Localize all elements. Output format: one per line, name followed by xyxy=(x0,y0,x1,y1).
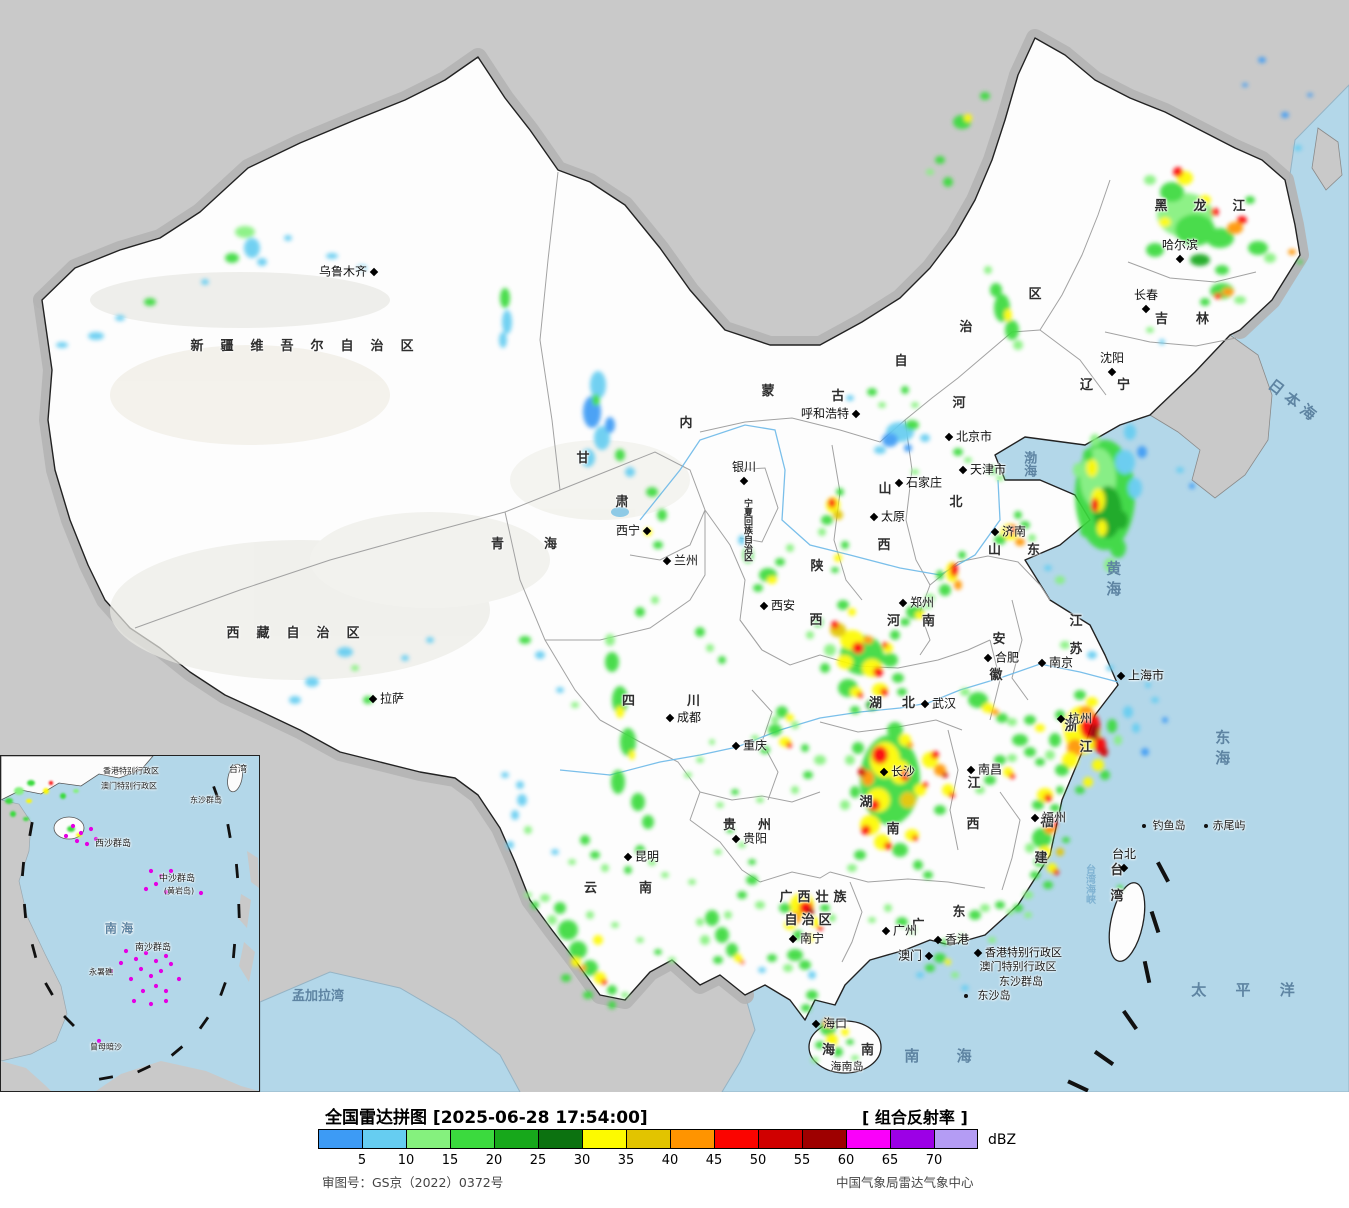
colorbar-cell xyxy=(890,1129,934,1149)
tick-label: 35 xyxy=(617,1153,635,1168)
inset-map-south-china-sea: 香港特别行政区 澳门特别行政区 台湾东沙群岛西沙群岛中沙群岛 (黄岩岛) 南 海南沙群岛… xyxy=(0,755,260,1092)
terrain-shading xyxy=(90,272,690,680)
tick-label: 5 xyxy=(357,1153,367,1168)
inset-island-dots xyxy=(63,823,204,1044)
colorbar xyxy=(318,1129,978,1149)
map-title: 全国雷达拼图 [2025-06-28 17:54:00] xyxy=(325,1108,648,1128)
yangtze-river xyxy=(559,663,1119,776)
colorbar-cell xyxy=(582,1129,626,1149)
inset-label: 曾母暗沙 xyxy=(90,1042,122,1052)
inset-label: 永暑礁 xyxy=(89,967,113,977)
radar-map: 新疆维吾尔自治区 西藏自治区 青海甘肃内蒙古自治区黑龙江 吉林 辽宁河北山西山东 河南陕西… xyxy=(0,0,1349,1092)
tick-label: 40 xyxy=(661,1153,679,1168)
inset-label: 澳门特别行政区 xyxy=(101,781,157,791)
tick-label: 45 xyxy=(705,1153,723,1168)
inset-borneo xyxy=(96,1061,259,1091)
tick-label: 15 xyxy=(441,1153,459,1168)
tick-label: 70 xyxy=(925,1153,943,1168)
source-label: 中国气象局雷达气象中心 xyxy=(836,1175,974,1190)
legend-panel: 全国雷达拼图 [2025-06-28 17:54:00] [ 组合反射率 ] d… xyxy=(0,1092,1349,1208)
yellow-river xyxy=(639,424,1001,576)
colorbar-cell xyxy=(494,1129,538,1149)
product-label: [ 组合反射率 ] xyxy=(862,1108,968,1127)
inset-label: 南沙群岛 xyxy=(134,943,172,954)
colorbar-cell xyxy=(362,1129,406,1149)
dbz-unit: dBZ xyxy=(988,1132,1017,1148)
inset-label: 香港特别行政区 xyxy=(103,766,159,776)
colorbar-cell xyxy=(934,1129,978,1149)
colorbar-cell xyxy=(802,1129,846,1149)
inset-philippines xyxy=(247,851,259,888)
colorbar-cell xyxy=(758,1129,802,1149)
inset-label: 南 海 xyxy=(104,921,134,936)
tick-label: 30 xyxy=(573,1153,591,1168)
inset-label: 中沙群岛 xyxy=(158,874,196,885)
inset-taiwan xyxy=(227,763,243,793)
tick-label: 10 xyxy=(397,1153,415,1168)
inset-philippines xyxy=(238,894,251,928)
boundary-dash-layer xyxy=(1067,861,1170,1092)
japan-island xyxy=(1311,127,1343,191)
approval-number: 审图号：GS京（2022）0372号 xyxy=(322,1175,504,1190)
colorbar-cell xyxy=(670,1129,714,1149)
colorbar-cell xyxy=(450,1129,494,1149)
inset-label: 东沙群岛 xyxy=(190,795,222,805)
rivers xyxy=(559,424,1119,776)
colorbar-cell xyxy=(714,1129,758,1149)
inset-dash-layer xyxy=(20,785,241,1081)
colorbar-cell xyxy=(846,1129,890,1149)
qinghai-lake xyxy=(611,507,629,517)
bay-of-bengal xyxy=(259,971,521,1092)
inset-label: 台湾 xyxy=(228,765,248,776)
tick-label: 60 xyxy=(837,1153,855,1168)
inset-mainland xyxy=(1,756,154,801)
tick-label: 65 xyxy=(881,1153,899,1168)
inset-label: (黄岩岛) xyxy=(163,886,195,896)
china-map-canvas xyxy=(0,0,1349,1092)
taiwan-island xyxy=(1108,882,1146,962)
inset-echo-layer xyxy=(5,780,82,837)
tick-label: 25 xyxy=(529,1153,547,1168)
colorbar-cell xyxy=(626,1129,670,1149)
inset-canvas xyxy=(1,756,259,1091)
inset-malay xyxy=(1,1061,51,1091)
tick-label: 50 xyxy=(749,1153,767,1168)
tick-label: 20 xyxy=(485,1153,503,1168)
inset-label: 西沙群岛 xyxy=(94,839,132,850)
colorbar-cell xyxy=(318,1129,362,1149)
inset-philippines xyxy=(239,942,255,982)
colorbar-cell xyxy=(538,1129,582,1149)
tick-label: 55 xyxy=(793,1153,811,1168)
radar-echo-layer xyxy=(56,57,1313,1063)
colorbar-cell xyxy=(406,1129,450,1149)
